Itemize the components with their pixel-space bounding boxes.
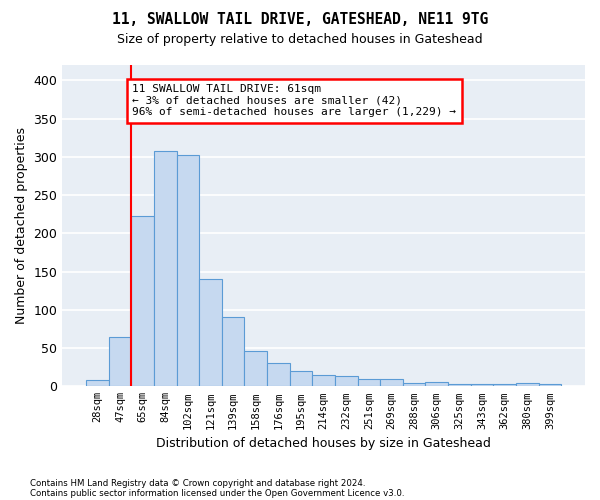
Bar <box>154 152 176 386</box>
Text: 11, SWALLOW TAIL DRIVE, GATESHEAD, NE11 9TG: 11, SWALLOW TAIL DRIVE, GATESHEAD, NE11 … <box>112 12 488 28</box>
Text: Contains public sector information licensed under the Open Government Licence v3: Contains public sector information licen… <box>30 488 404 498</box>
Bar <box>539 384 561 386</box>
Y-axis label: Number of detached properties: Number of detached properties <box>15 127 28 324</box>
Bar <box>358 378 380 386</box>
Text: Size of property relative to detached houses in Gateshead: Size of property relative to detached ho… <box>117 32 483 46</box>
Bar <box>244 351 267 386</box>
Bar <box>516 383 539 386</box>
Bar <box>176 154 199 386</box>
Text: Contains HM Land Registry data © Crown copyright and database right 2024.: Contains HM Land Registry data © Crown c… <box>30 478 365 488</box>
Bar <box>131 216 154 386</box>
Bar <box>109 336 131 386</box>
Bar <box>425 382 448 386</box>
Bar <box>335 376 358 386</box>
Bar <box>290 371 313 386</box>
Bar <box>493 384 516 386</box>
Bar <box>380 380 403 386</box>
Text: 11 SWALLOW TAIL DRIVE: 61sqm
← 3% of detached houses are smaller (42)
96% of sem: 11 SWALLOW TAIL DRIVE: 61sqm ← 3% of det… <box>133 84 457 117</box>
Bar <box>471 384 493 386</box>
X-axis label: Distribution of detached houses by size in Gateshead: Distribution of detached houses by size … <box>156 437 491 450</box>
Bar <box>222 318 244 386</box>
Bar <box>86 380 109 386</box>
Bar <box>403 383 425 386</box>
Bar <box>267 362 290 386</box>
Bar <box>313 375 335 386</box>
Bar <box>448 384 471 386</box>
Bar <box>199 279 222 386</box>
